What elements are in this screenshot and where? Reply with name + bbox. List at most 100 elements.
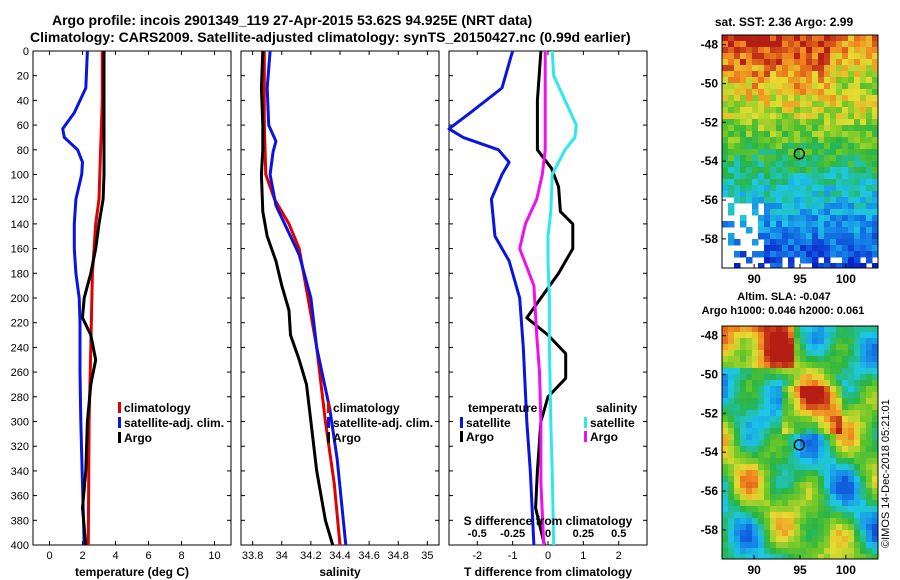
sla-map-cell <box>806 422 813 429</box>
sla-map-cell <box>746 368 753 375</box>
sla-map-cell <box>830 368 837 375</box>
sst-map-cell <box>818 179 825 186</box>
sla-map-cell <box>848 452 855 459</box>
sla-map-cell <box>764 362 771 369</box>
sst-map-cell <box>872 227 878 234</box>
sla-map-cell <box>740 392 747 399</box>
sla-map-cell <box>812 494 819 501</box>
sst-map-cell <box>722 65 729 72</box>
temperature-xtick-label: 4 <box>112 550 118 562</box>
sst-map-cell <box>740 185 747 192</box>
sst-map-cell <box>776 215 783 222</box>
sla-map-cell <box>860 404 867 411</box>
sla-map-cell <box>752 446 759 453</box>
sla-map-cell <box>746 488 753 495</box>
sst-map-cell <box>722 89 729 96</box>
sla-map-cell <box>854 428 861 435</box>
sla-map-cell <box>854 350 861 357</box>
sla-map-cell <box>800 398 807 405</box>
sst-map-cell <box>788 251 795 258</box>
sst-map-cell <box>872 203 878 210</box>
sla-map-cell <box>740 338 747 345</box>
salinity-legend-swatch <box>327 417 330 428</box>
sla-map-cell <box>758 542 765 549</box>
sla-map-cell <box>782 362 789 369</box>
sla-map-cell <box>770 536 777 543</box>
sst-map-cell <box>842 167 849 174</box>
sst-map-cell <box>824 119 831 126</box>
sla-map-cell <box>758 428 765 435</box>
sla-map-cell <box>782 482 789 489</box>
sst-map-cell <box>842 263 849 268</box>
sla-map-cell <box>812 374 819 381</box>
sst-map-cell <box>806 83 813 90</box>
sla-map-cell <box>776 470 783 477</box>
sla-map-cell <box>830 530 837 537</box>
sst-map-cell <box>728 179 735 186</box>
sst-map-cell <box>776 263 783 268</box>
sst-map-cell <box>836 197 843 204</box>
sla-map-cell <box>764 554 771 559</box>
sla-map-cell <box>752 452 759 459</box>
sla-map-cell <box>830 500 837 507</box>
sla-map-cell <box>722 374 729 381</box>
sst-map-cell <box>848 131 855 138</box>
sla-map-cell <box>872 458 878 465</box>
sla-map-cell <box>818 548 825 555</box>
sst-map-cell <box>830 221 837 228</box>
sla-map-cell <box>722 350 729 357</box>
sla-map-cell <box>854 536 861 543</box>
sla-map-cell <box>764 344 771 351</box>
sst-map-cell <box>770 173 777 180</box>
sla-map-cell <box>836 500 843 507</box>
sla-map-cell <box>800 356 807 363</box>
sla-map-cell <box>734 494 741 501</box>
sst-map-cell <box>758 161 765 168</box>
sla-map-cell <box>782 512 789 519</box>
sla-map-cell <box>734 506 741 513</box>
sla-map-cell <box>770 356 777 363</box>
sla-map-cell <box>872 434 878 441</box>
sst-map-cell <box>830 197 837 204</box>
sla-map-cell <box>818 386 825 393</box>
sst-map-cell <box>818 251 825 258</box>
sst-map-cell <box>788 101 795 108</box>
temperature-xtick-label: 6 <box>145 550 151 562</box>
salinity-legend-label: satellite-adj. clim. <box>333 416 433 430</box>
sst-map-cell <box>782 251 789 258</box>
sla-map-cell <box>848 422 855 429</box>
sst-map-cell <box>782 173 789 180</box>
sst-map-cell <box>848 77 855 84</box>
sla-map-cell <box>836 530 843 537</box>
sla-map-cell <box>842 356 849 363</box>
sst-map-cell <box>842 215 849 222</box>
sla-map-cell <box>758 530 765 537</box>
sst-map-cell <box>734 35 741 42</box>
sst-map-cell <box>764 257 771 264</box>
sst-map-cell <box>824 113 831 120</box>
sst-map-cell <box>848 215 855 222</box>
sst-map-cell <box>800 191 807 198</box>
sla-map-cell <box>830 494 837 501</box>
sla-map-cell <box>806 524 813 531</box>
sst-map-cell <box>722 179 729 186</box>
sst-map-cell <box>830 263 837 268</box>
sst-map-cell <box>752 185 759 192</box>
sla-map-cell <box>770 338 777 345</box>
sst-map-cell <box>776 251 783 258</box>
sst-map-cell <box>788 221 795 228</box>
sst-map-cell <box>806 227 813 234</box>
sst-map-cell <box>800 185 807 192</box>
sst-map-cell <box>782 77 789 84</box>
sst-map-cell <box>872 65 878 72</box>
sla-map-cell <box>788 488 795 495</box>
sla-map-cell <box>722 368 729 375</box>
sla-map-cell <box>800 542 807 549</box>
sst-map-cell <box>866 131 873 138</box>
sst-map-cell <box>830 119 837 126</box>
sst-map-cell <box>836 227 843 234</box>
sst-map-cell <box>728 65 735 72</box>
sst-map-cell <box>854 227 861 234</box>
sst-map-cell <box>860 263 867 268</box>
sst-map-cell <box>842 191 849 198</box>
